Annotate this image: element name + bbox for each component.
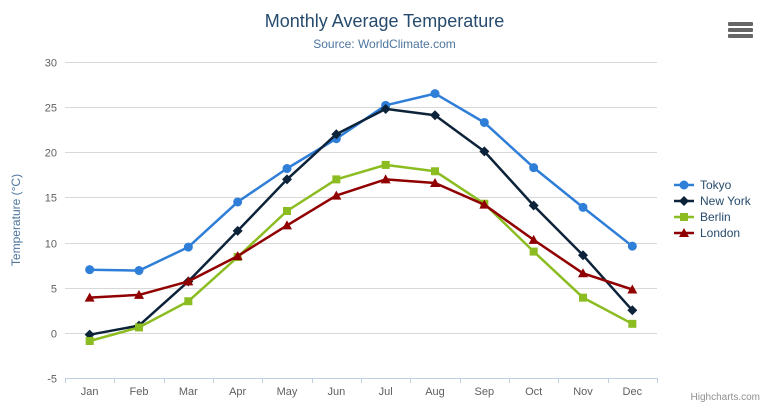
legend-label: Berlin bbox=[700, 210, 731, 224]
data-point-new-york-oct[interactable] bbox=[528, 200, 539, 211]
data-point-new-york-aug[interactable] bbox=[430, 110, 440, 121]
y-axis-tick-label: 15 bbox=[45, 193, 57, 205]
credits-link[interactable]: Highcharts.com bbox=[690, 392, 760, 403]
y-axis-tick-label: 10 bbox=[45, 239, 57, 251]
chart-title: Monthly Average Temperature bbox=[264, 11, 505, 31]
legend: Tokyo New York Berlin London bbox=[673, 177, 751, 241]
legend-label: Tokyo bbox=[700, 178, 732, 192]
data-point-london-feb[interactable] bbox=[134, 289, 144, 299]
legend-symbol bbox=[679, 228, 689, 237]
data-point-tokyo-mar[interactable] bbox=[183, 242, 193, 252]
legend-item-new-york[interactable]: New York bbox=[673, 193, 751, 209]
y-axis-tick-label: 0 bbox=[51, 329, 57, 341]
legend-symbol bbox=[679, 180, 689, 190]
data-point-london-jul[interactable] bbox=[380, 174, 391, 184]
x-axis-tick-label: Feb bbox=[130, 386, 149, 398]
hamburger-bar bbox=[728, 28, 753, 32]
data-point-london-jun[interactable] bbox=[331, 190, 342, 200]
x-axis-tick-label: Aug bbox=[425, 386, 445, 398]
data-point-tokyo-aug[interactable] bbox=[430, 89, 440, 99]
data-point-berlin-mar[interactable] bbox=[184, 297, 193, 306]
data-point-tokyo-dec[interactable] bbox=[627, 241, 637, 251]
data-point-london-jan[interactable] bbox=[84, 292, 95, 302]
x-axis-tick-label: Jun bbox=[327, 386, 345, 398]
series-line-london bbox=[88, 178, 634, 299]
data-point-berlin-jun[interactable] bbox=[332, 175, 341, 184]
data-point-berlin-oct[interactable] bbox=[529, 247, 538, 256]
data-point-tokyo-may[interactable] bbox=[282, 164, 292, 174]
data-point-berlin-jul[interactable] bbox=[381, 160, 390, 169]
data-point-berlin-may[interactable] bbox=[283, 206, 291, 215]
y-axis-tick-label: 5 bbox=[51, 284, 57, 296]
x-axis-tick-label: Jan bbox=[81, 386, 99, 398]
data-point-new-york-apr[interactable] bbox=[232, 225, 243, 236]
hamburger-bar bbox=[728, 22, 753, 26]
data-point-berlin-feb[interactable] bbox=[135, 323, 143, 332]
x-axis-tick-label: Mar bbox=[179, 386, 198, 398]
x-axis-tick-label: May bbox=[277, 386, 298, 398]
data-point-london-mar[interactable] bbox=[183, 276, 194, 286]
x-axis-tick-label: Dec bbox=[623, 386, 643, 398]
series-line-berlin bbox=[88, 163, 634, 343]
new-york-legend-marker-icon bbox=[674, 196, 694, 206]
berlin-legend-marker-icon bbox=[674, 213, 694, 221]
data-point-london-sep[interactable] bbox=[479, 199, 490, 209]
y-axis-tick-label: -5 bbox=[47, 374, 57, 386]
tokyo-legend-marker-icon bbox=[674, 180, 694, 190]
data-point-berlin-aug[interactable] bbox=[431, 167, 439, 176]
data-point-tokyo-oct[interactable] bbox=[529, 163, 539, 173]
data-point-london-aug[interactable] bbox=[430, 177, 440, 187]
legend-symbol bbox=[680, 213, 688, 221]
data-point-london-may[interactable] bbox=[282, 220, 292, 230]
data-point-tokyo-nov[interactable] bbox=[578, 202, 588, 212]
x-axis-tick-label: Sep bbox=[475, 386, 495, 398]
data-point-new-york-dec[interactable] bbox=[627, 305, 638, 316]
x-axis-tick-label: Oct bbox=[525, 386, 542, 398]
y-axis-tick-label: 25 bbox=[45, 103, 57, 115]
series-line-new-york bbox=[88, 107, 634, 336]
legend-item-london[interactable]: London bbox=[673, 225, 751, 241]
data-point-new-york-may[interactable] bbox=[282, 174, 292, 185]
y-axis-tick-label: 30 bbox=[45, 58, 57, 70]
legend-label: New York bbox=[700, 194, 751, 208]
legend-label: London bbox=[700, 226, 741, 240]
data-point-tokyo-sep[interactable] bbox=[479, 117, 489, 127]
y-axis-tick-label: 20 bbox=[45, 148, 57, 160]
legend-item-tokyo[interactable]: Tokyo bbox=[673, 177, 751, 193]
x-axis-tick-label: Apr bbox=[229, 386, 246, 398]
data-point-new-york-jun[interactable] bbox=[331, 129, 342, 140]
data-point-tokyo-jan[interactable] bbox=[85, 265, 95, 275]
legend-item-berlin[interactable]: Berlin bbox=[673, 209, 751, 225]
data-point-new-york-jul[interactable] bbox=[380, 103, 391, 114]
data-point-london-dec[interactable] bbox=[627, 284, 638, 294]
data-point-berlin-jan[interactable] bbox=[85, 336, 94, 345]
data-point-london-nov[interactable] bbox=[578, 268, 588, 278]
data-point-london-oct[interactable] bbox=[528, 234, 539, 244]
x-axis-tick-label: Jul bbox=[379, 386, 393, 398]
london-legend-marker-icon bbox=[674, 228, 694, 237]
chart-subtitle: Source: WorldClimate.com bbox=[313, 37, 456, 51]
data-point-new-york-nov[interactable] bbox=[578, 250, 588, 261]
x-axis-tick-label: Nov bbox=[573, 386, 593, 398]
hamburger-menu-icon[interactable] bbox=[728, 22, 753, 38]
data-point-tokyo-apr[interactable] bbox=[233, 197, 243, 207]
data-point-berlin-dec[interactable] bbox=[628, 319, 637, 328]
data-point-berlin-nov[interactable] bbox=[579, 293, 587, 302]
data-point-new-york-sep[interactable] bbox=[479, 146, 490, 157]
data-point-tokyo-feb[interactable] bbox=[134, 266, 144, 276]
legend-symbol bbox=[679, 196, 689, 206]
data-point-london-apr[interactable] bbox=[232, 251, 243, 261]
hamburger-bar bbox=[728, 34, 753, 38]
